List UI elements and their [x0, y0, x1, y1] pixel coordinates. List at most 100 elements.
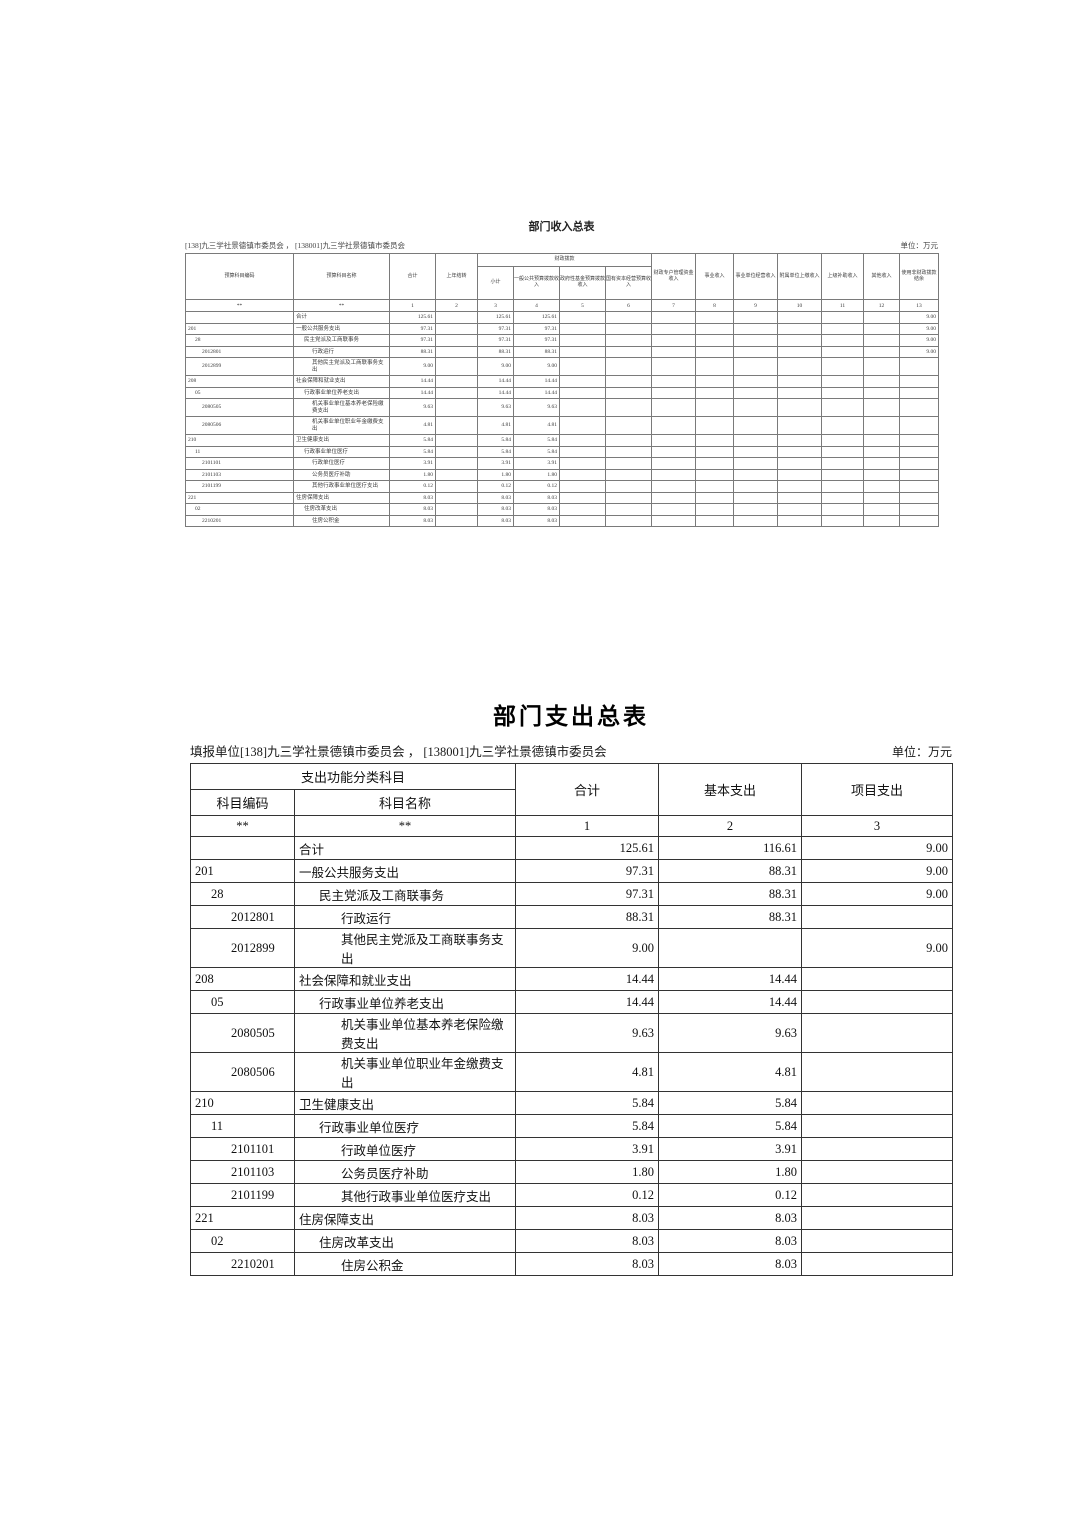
income-cell-value: [651, 468, 697, 481]
expense-cell-project: [801, 990, 954, 1014]
income-cell-value: 8.03: [477, 491, 514, 504]
expense-col-header-name: 科目名称: [293, 789, 517, 816]
income-cell-value: [435, 345, 478, 358]
expense-col-header-project: 项目支出: [801, 763, 954, 816]
income-cell-value: 97.31: [389, 322, 436, 335]
income-cell-value: 97.31: [477, 322, 514, 335]
income-col-header: 事业收入: [695, 253, 735, 300]
income-column-number: 8: [695, 299, 735, 312]
expense-table-row: 208 社会保障和就业支出 14.44 14.44: [190, 967, 954, 991]
income-cell-value: 0.12: [513, 480, 560, 493]
expense-table-row: 28 民主党派及工商联事务 97.31 88.31 9.00: [190, 882, 954, 906]
expense-table-row: 221 住房保障支出 8.03 8.03: [190, 1206, 954, 1230]
income-cell-value: [695, 398, 735, 417]
expense-table-row: 2080505 机关事业单位基本养老保险缴费支出 9.63 9.63: [190, 1013, 954, 1053]
expense-cell-name: 行政事业单位养老支出: [293, 990, 517, 1014]
income-cell-name: 其他行政事业单位医疗支出: [293, 480, 390, 493]
income-cell-value: [899, 386, 940, 399]
income-cell-value: 8.03: [389, 503, 436, 516]
income-cell-value: [821, 386, 865, 399]
expense-cell-total: 9.63: [515, 1013, 660, 1053]
expense-col-header-total: 合计: [515, 763, 660, 816]
expense-cell-name: 住房保障支出: [293, 1206, 517, 1230]
income-cell-value: [695, 468, 735, 481]
expense-cell-project: 9.00: [801, 836, 954, 860]
expense-col-header-basic: 基本支出: [658, 763, 803, 816]
income-cell-value: [777, 398, 823, 417]
income-cell-value: [733, 480, 779, 493]
income-cell-code: 2012899: [185, 357, 294, 376]
income-cell-value: 14.44: [389, 386, 436, 399]
expense-cell-basic: 8.03: [658, 1229, 803, 1253]
expense-cell-name: 其他行政事业单位医疗支出: [293, 1183, 517, 1207]
income-cell-value: 3.91: [389, 457, 436, 470]
expense-cell-total: 5.84: [515, 1091, 660, 1115]
income-cell-value: [604, 434, 653, 447]
expense-cell-code: 221: [190, 1206, 295, 1230]
income-cell-value: [559, 416, 606, 435]
expense-cell-basic: 0.12: [658, 1183, 803, 1207]
income-col-header-code: 预算科目编码: [185, 253, 294, 300]
income-cell-value: 14.44: [477, 386, 514, 399]
income-cell-value: [733, 398, 779, 417]
income-cell-value: [733, 491, 779, 504]
income-cell-value: [821, 375, 865, 388]
income-cell-value: 88.31: [389, 345, 436, 358]
income-table-row: 208 社会保障和就业支出 14.44 14.44 14.44: [185, 375, 940, 388]
expense-cell-name: 公务员医疗补助: [293, 1160, 517, 1184]
expense-cell-code: 2101101: [190, 1137, 295, 1161]
expense-cell-name: 民主党派及工商联事务: [293, 882, 517, 906]
income-cell-value: 97.31: [477, 334, 514, 347]
expense-table-row: 2101199 其他行政事业单位医疗支出 0.12 0.12: [190, 1183, 954, 1207]
expense-cell-code: 05: [190, 990, 295, 1014]
income-cell-value: [863, 514, 901, 527]
expense-cell-project: [801, 905, 954, 929]
income-cell-value: 8.03: [513, 491, 560, 504]
income-col-subheader: 小计: [477, 266, 514, 300]
income-cell-value: 9.63: [389, 398, 436, 417]
income-col-header-fiscal-group: 财政拨款: [476, 253, 653, 267]
expense-cell-project: [801, 1013, 954, 1053]
income-col-header: 附属单位上缴收入: [777, 253, 823, 300]
income-cell-value: [559, 434, 606, 447]
income-column-number: 1: [389, 299, 436, 312]
income-cell-code: 02: [185, 503, 294, 516]
expense-cell-code: 2012801: [190, 905, 295, 929]
income-cell-name: 社会保障和就业支出: [293, 375, 390, 388]
expense-cell-total: 14.44: [515, 967, 660, 991]
income-table-caption: [138]九三学社景德镇市委员会 ， [138001]九三学社景德镇市委员会 单…: [185, 240, 938, 251]
income-cell-code: 2012801: [185, 345, 294, 358]
income-cell-value: [821, 434, 865, 447]
income-table-title: 部门收入总表: [528, 221, 595, 233]
income-col-header-total: 合计: [389, 253, 436, 300]
income-cell-value: [863, 416, 901, 435]
income-table: 预算科目编码 预算科目名称 合计 上年结转 财政拨款 财政专户管理资金收入 事业收入 事业单位…: [185, 253, 940, 527]
income-cell-value: [435, 375, 478, 388]
income-cell-value: 14.44: [513, 375, 560, 388]
income-cell-value: [435, 445, 478, 458]
expense-cell-total: 8.03: [515, 1229, 660, 1253]
income-cell-value: [863, 445, 901, 458]
income-cell-value: [777, 457, 823, 470]
income-cell-value: [651, 416, 697, 435]
income-cell-code: 2210201: [185, 514, 294, 527]
income-cell-value: [777, 503, 823, 516]
income-cell-value: [733, 334, 779, 347]
income-cell-value: [435, 491, 478, 504]
expense-cell-basic: 4.81: [658, 1052, 803, 1092]
expense-cell-basic: 8.03: [658, 1252, 803, 1276]
expense-cell-name: 社会保障和就业支出: [293, 967, 517, 991]
income-cell-value: [435, 322, 478, 335]
income-cell-value: [777, 491, 823, 504]
income-cell-value: [559, 322, 606, 335]
income-col-header-carryover: 上年结转: [435, 253, 478, 300]
income-cell-value: [733, 311, 779, 324]
income-cell-value: [651, 334, 697, 347]
income-cell-value: [863, 480, 901, 493]
income-table-row: 05 行政事业单位养老支出 14.44 14.44 14.44: [185, 386, 940, 399]
income-cell-value: 1.80: [477, 468, 514, 481]
expense-cell-total: 88.31: [515, 905, 660, 929]
expense-cell-code: 2210201: [190, 1252, 295, 1276]
income-cell-value: 5.84: [513, 434, 560, 447]
income-cell-value: [777, 334, 823, 347]
